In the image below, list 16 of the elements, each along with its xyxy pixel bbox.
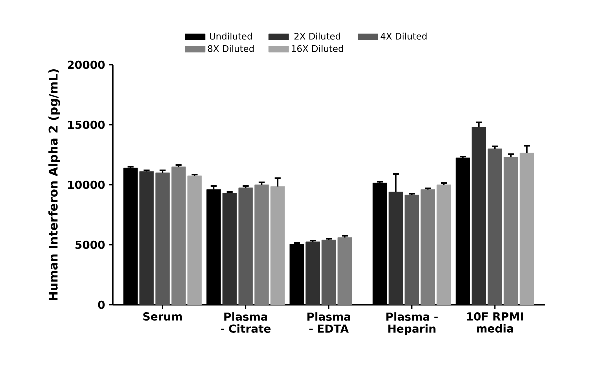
x-tick-label: Serum <box>144 312 182 321</box>
y-tick-label: 20000 <box>68 60 105 70</box>
y-tick-label: 10000 <box>68 180 105 190</box>
legend-label: Undiluted <box>210 32 252 40</box>
y-tick-label: 15000 <box>68 120 105 130</box>
legend-label: 2X Diluted <box>294 32 340 40</box>
y-tick-label: 5000 <box>76 240 105 250</box>
legend-label: 16X Diluted <box>292 45 344 52</box>
x-tick-label: 10F RPMI media <box>467 312 524 333</box>
y-tick-label: 0 <box>98 300 105 310</box>
x-tick-label: Plasma - EDTA <box>308 312 350 333</box>
y-axis-title: Human Interferon Alpha 2 (pg/mL) <box>48 70 60 300</box>
legend-label: 4X Diluted <box>380 32 427 40</box>
x-tick-label: Plasma - Heparin <box>386 312 438 336</box>
x-tick-label: Plasma - Citrate <box>221 312 271 334</box>
legend-label: 8X Diluted <box>208 45 254 52</box>
